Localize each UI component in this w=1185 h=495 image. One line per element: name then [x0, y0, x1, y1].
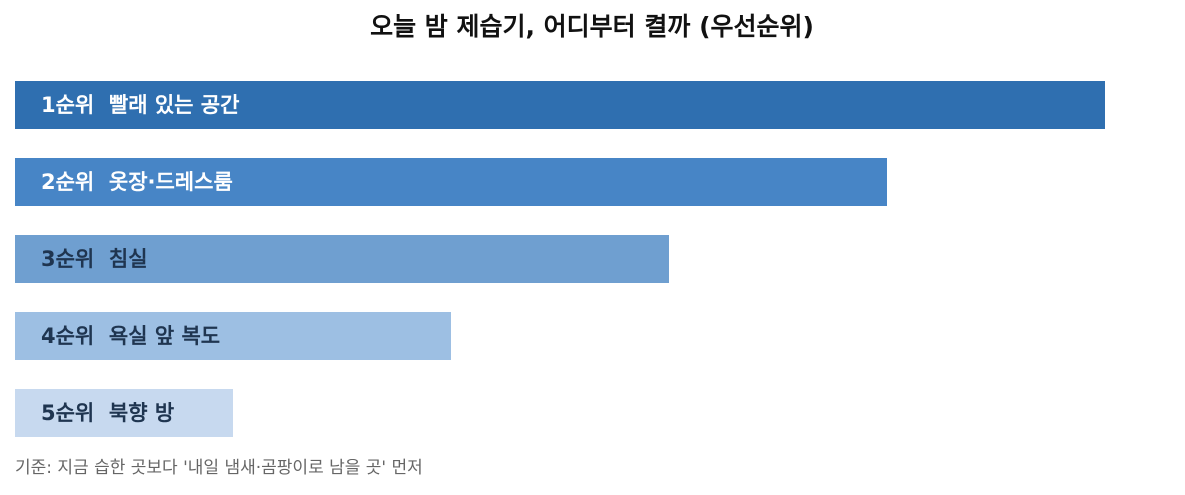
bar — [15, 158, 887, 206]
bar — [15, 235, 669, 283]
bar — [15, 389, 233, 437]
bar-label: 5순위 북향 방 — [41, 401, 174, 425]
bar — [15, 81, 1105, 129]
bar-label: 1순위 빨래 있는 공간 — [41, 93, 239, 117]
chart-title: 오늘 밤 제습기, 어디부터 켤까 (우선순위) — [370, 12, 814, 41]
bar — [15, 312, 451, 360]
bar-label: 3순위 침실 — [41, 247, 148, 271]
note: 기준: 지금 습한 곳보다 '내일 냄새·곰팡이로 남을 곳' 먼저 — [15, 458, 423, 478]
bar-label: 2순위 옷장·드레스룸 — [41, 170, 233, 194]
bar-label: 4순위 욕실 앞 복도 — [41, 324, 220, 348]
